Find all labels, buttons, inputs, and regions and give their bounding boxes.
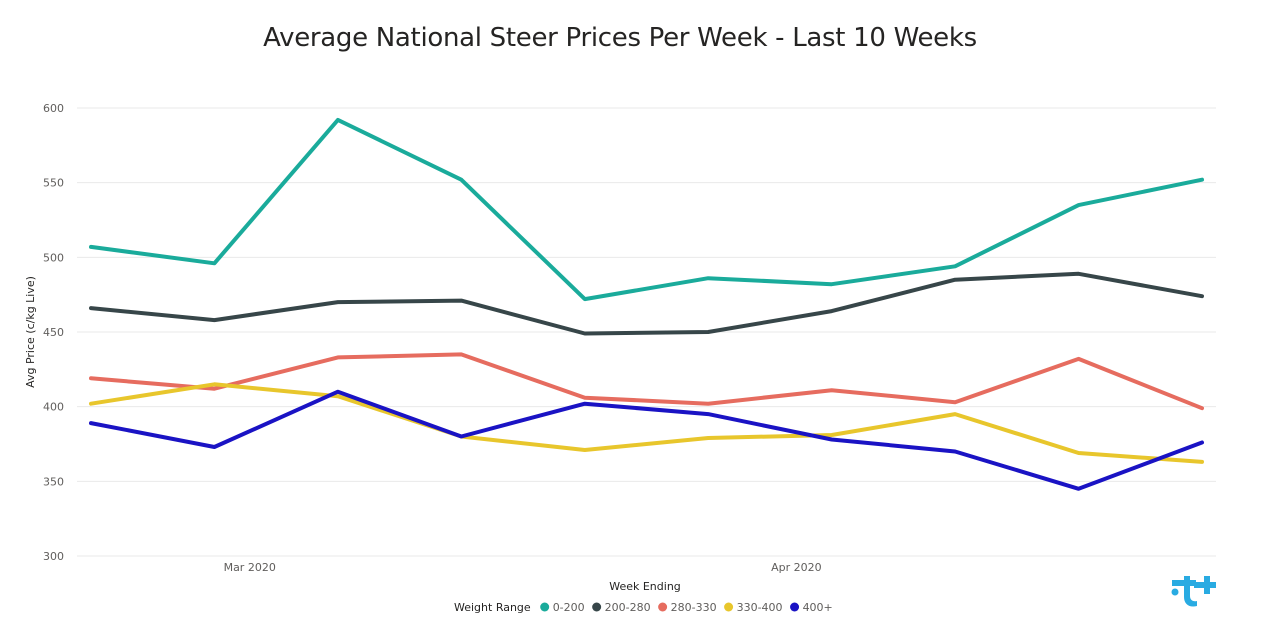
- series-line-400+[interactable]: [89, 389, 1204, 491]
- y-tick-label: 400: [43, 401, 64, 414]
- legend-marker-icon: [724, 602, 734, 612]
- brand-logo-icon: [1171, 576, 1216, 607]
- series-line-200-280[interactable]: [89, 271, 1204, 336]
- legend-label: 280-330: [671, 601, 717, 614]
- legend-label: 200-280: [605, 601, 651, 614]
- legend-item-330-400[interactable]: 330-400: [724, 601, 783, 614]
- legend-label: 330-400: [737, 601, 783, 614]
- legend-item-280-330[interactable]: 280-330: [658, 601, 717, 614]
- legend-items: 0-200 200-280 280-330 330-400 400+: [540, 601, 833, 614]
- series-line-330-400[interactable]: [89, 382, 1204, 464]
- y-axis-title: Avg Price (c/kg Live): [24, 276, 37, 388]
- chart-title: Average National Steer Prices Per Week -…: [263, 23, 977, 53]
- legend-item-0-200[interactable]: 0-200: [540, 601, 585, 614]
- y-tick-label: 450: [43, 326, 64, 339]
- legend-marker-icon: [658, 602, 668, 612]
- y-tick-label: 300: [43, 550, 64, 563]
- legend-marker-icon: [592, 602, 602, 612]
- legend-marker-icon: [790, 602, 800, 612]
- y-axis-ticks: 300 350 400 450 500 550 600: [43, 102, 64, 563]
- legend-label: 400+: [803, 601, 833, 614]
- legend-item-200-280[interactable]: 200-280: [592, 601, 651, 614]
- legend[interactable]: Weight Range 0-200 200-280 280-330 330-400 4…: [454, 601, 833, 614]
- legend-marker-icon: [540, 602, 550, 612]
- legend-title: Weight Range: [454, 601, 531, 614]
- x-axis-ticks: Mar 2020 Apr 2020: [224, 561, 822, 574]
- x-tick-label: Apr 2020: [771, 561, 822, 574]
- series-line-0-200[interactable]: [89, 117, 1204, 302]
- y-tick-label: 600: [43, 102, 64, 115]
- legend-label: 0-200: [553, 601, 585, 614]
- y-tick-label: 550: [43, 177, 64, 190]
- y-tick-label: 350: [43, 475, 64, 488]
- legend-item-400+[interactable]: 400+: [790, 601, 833, 614]
- series-line-280-330[interactable]: [89, 352, 1204, 411]
- gridlines: [77, 107, 1216, 557]
- series-lines: [89, 117, 1204, 491]
- x-axis-title: Week Ending: [609, 580, 681, 593]
- x-tick-label: Mar 2020: [224, 561, 276, 574]
- y-tick-label: 500: [43, 251, 64, 264]
